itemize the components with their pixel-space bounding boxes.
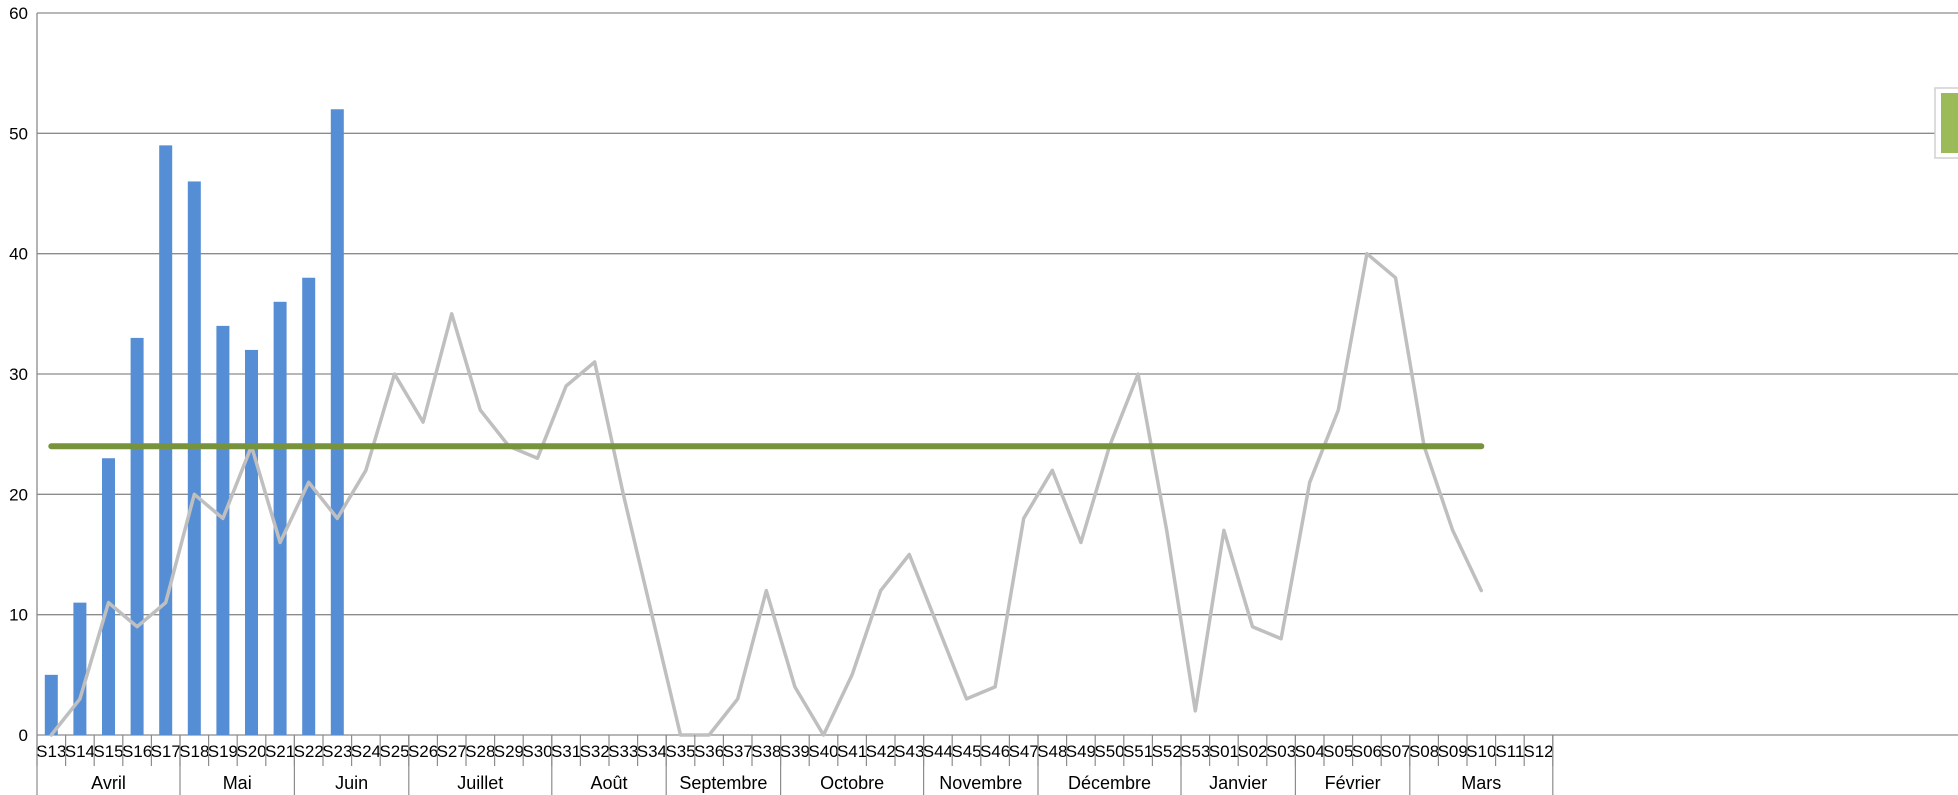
y-tick-label: 10 [9,606,28,625]
y-tick-label: 50 [9,124,28,143]
x-tick-label: S51 [1123,742,1153,761]
x-tick-label: S48 [1037,742,1067,761]
line-series [48,251,1485,737]
y-axis-tick-labels: 0 10 20 30 40 50 60 [9,4,28,745]
x-tick-label: S29 [494,742,524,761]
x-tick-label: S19 [208,742,238,761]
x-tick-label: S45 [951,742,981,761]
x-tick-label: S18 [179,742,209,761]
x-tick-label: S35 [665,742,695,761]
x-tick-label: S27 [437,742,467,761]
month-label: Mars [1461,773,1501,793]
x-tick-label: S17 [151,742,181,761]
x-tick-label: S43 [894,742,924,761]
x-tick-label: S08 [1409,742,1439,761]
x-tick-label: S30 [522,742,552,761]
bar [187,181,201,735]
x-tick-label: S32 [580,742,610,761]
x-tick-label: S21 [265,742,295,761]
x-tick-label: S25 [379,742,409,761]
x-tick-label: S44 [923,742,953,761]
x-tick-label: S39 [780,742,810,761]
legend [1934,87,1958,159]
x-tick-label: S37 [723,742,753,761]
bar [273,301,287,735]
x-tick-label: S33 [608,742,638,761]
x-tick-label: S42 [866,742,896,761]
month-label: Août [590,773,627,793]
x-tick-label: S31 [551,742,581,761]
x-tick-label: S09 [1438,742,1468,761]
y-tick-label: 40 [9,245,28,264]
x-tick-label: S34 [637,742,667,761]
y-tick-label: 60 [9,4,28,23]
x-tick-label: S13 [36,742,66,761]
bar [245,349,258,735]
x-tick-label: S10 [1466,742,1496,761]
x-tick-label: S11 [1495,742,1524,761]
bar [73,602,87,735]
x-tick-label: S07 [1380,742,1410,761]
month-label: Octobre [820,773,884,793]
x-tick-label: S20 [236,742,266,761]
month-label: Juillet [457,773,503,793]
x-tick-label: S36 [694,742,724,761]
month-label: Janvier [1209,773,1267,793]
bar [330,109,344,736]
month-label: Avril [91,773,126,793]
bar [302,277,316,735]
bar [130,337,144,735]
month-label: Février [1325,773,1381,793]
x-tick-label: S14 [65,742,95,761]
x-tick-label: S23 [322,742,352,761]
x-tick-label: S12 [1523,742,1553,761]
month-label: Mai [223,773,252,793]
gray-line-series [49,251,1484,737]
x-tick-label: S06 [1352,742,1382,761]
month-label: Novembre [939,773,1022,793]
x-tick-label: S24 [351,742,381,761]
month-label: Septembre [679,773,767,793]
bar [102,458,115,735]
x-tick-label: S38 [751,742,781,761]
x-tick-label: S53 [1180,742,1210,761]
x-tick-label: S03 [1266,742,1296,761]
x-tick-label: S26 [408,742,438,761]
x-axis: S13S14S15S16S17S18S19S20S21S22S23S24S25S… [36,735,1554,795]
month-label: Décembre [1068,773,1151,793]
x-tick-label: S16 [122,742,152,761]
x-tick-label: S15 [93,742,123,761]
y-tick-label: 20 [9,485,28,504]
x-tick-label: S50 [1094,742,1124,761]
y-tick-label: 30 [9,365,28,384]
bar [44,674,58,735]
y-tick-label: 0 [19,726,28,745]
x-tick-label: S01 [1209,742,1239,761]
bar [159,145,173,735]
month-label: Juin [335,773,368,793]
x-tick-label: S40 [808,742,838,761]
x-tick-label: S52 [1152,742,1182,761]
bar [216,325,230,735]
gridlines [36,12,1958,736]
x-tick-label: S02 [1237,742,1267,761]
legend-swatch [1941,93,1958,153]
x-tick-label: S04 [1295,742,1325,761]
x-tick-label: S47 [1009,742,1039,761]
bar-series [44,109,344,736]
x-tick-label: S22 [294,742,324,761]
x-tick-label: S46 [980,742,1010,761]
x-tick-label: S28 [465,742,495,761]
x-tick-label: S05 [1323,742,1353,761]
x-tick-label: S49 [1066,742,1096,761]
x-tick-label: S41 [837,742,867,761]
